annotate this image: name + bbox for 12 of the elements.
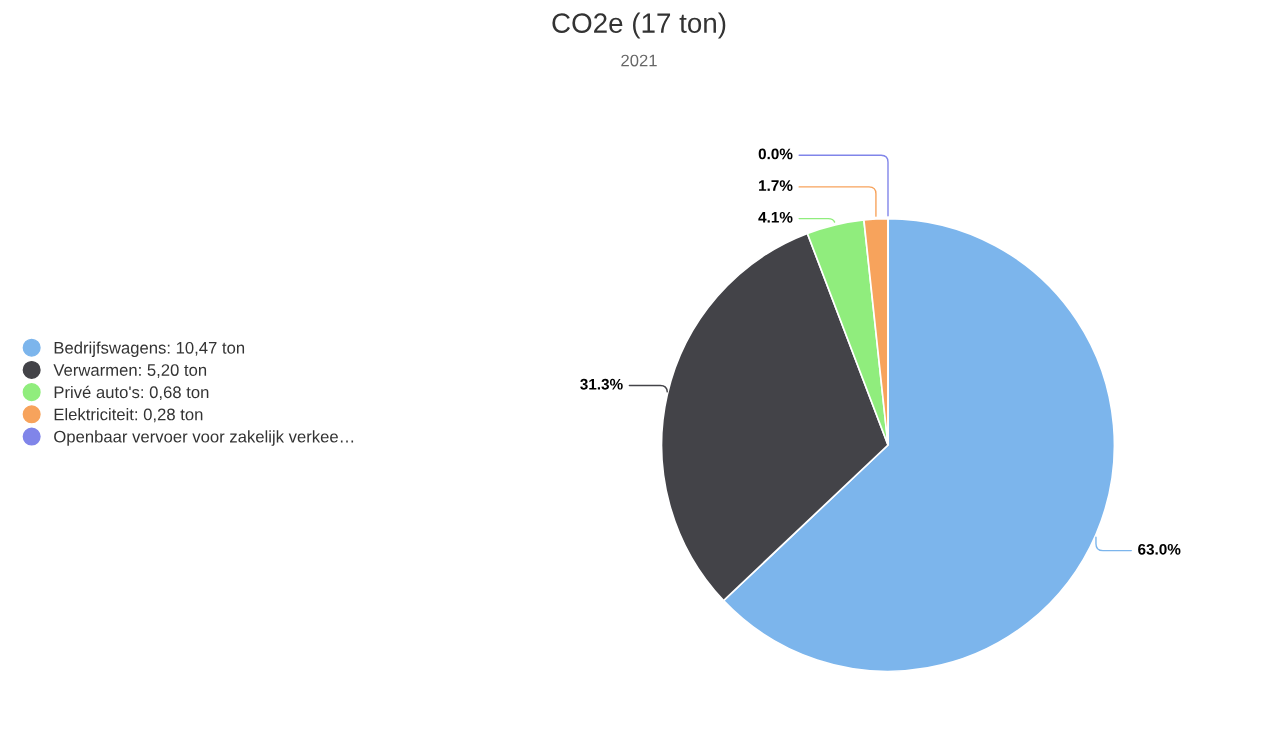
data-label: 63.0% bbox=[1138, 543, 1181, 555]
data-label: 1.7% bbox=[759, 180, 793, 191]
legend-label: Privé auto's: 0,68 ton bbox=[54, 385, 209, 401]
legend-label: Openbaar vervoer voor zakelijk verkee… bbox=[54, 430, 354, 446]
text: 0.0% bbox=[758, 148, 793, 160]
data-label: 4.1% bbox=[758, 211, 793, 223]
legend-label: Bedrijfswagens: 10,47 ton bbox=[54, 341, 245, 358]
legend-label: Verwarmen: 5,20 ton bbox=[53, 364, 207, 378]
chart-subtitle: 2021 bbox=[621, 54, 657, 67]
chart-title: CO2e (17 ton) bbox=[552, 12, 726, 39]
data-label: 31.3% bbox=[580, 378, 623, 390]
legend-label: Elektriciteit: 0,28 ton bbox=[54, 408, 203, 423]
